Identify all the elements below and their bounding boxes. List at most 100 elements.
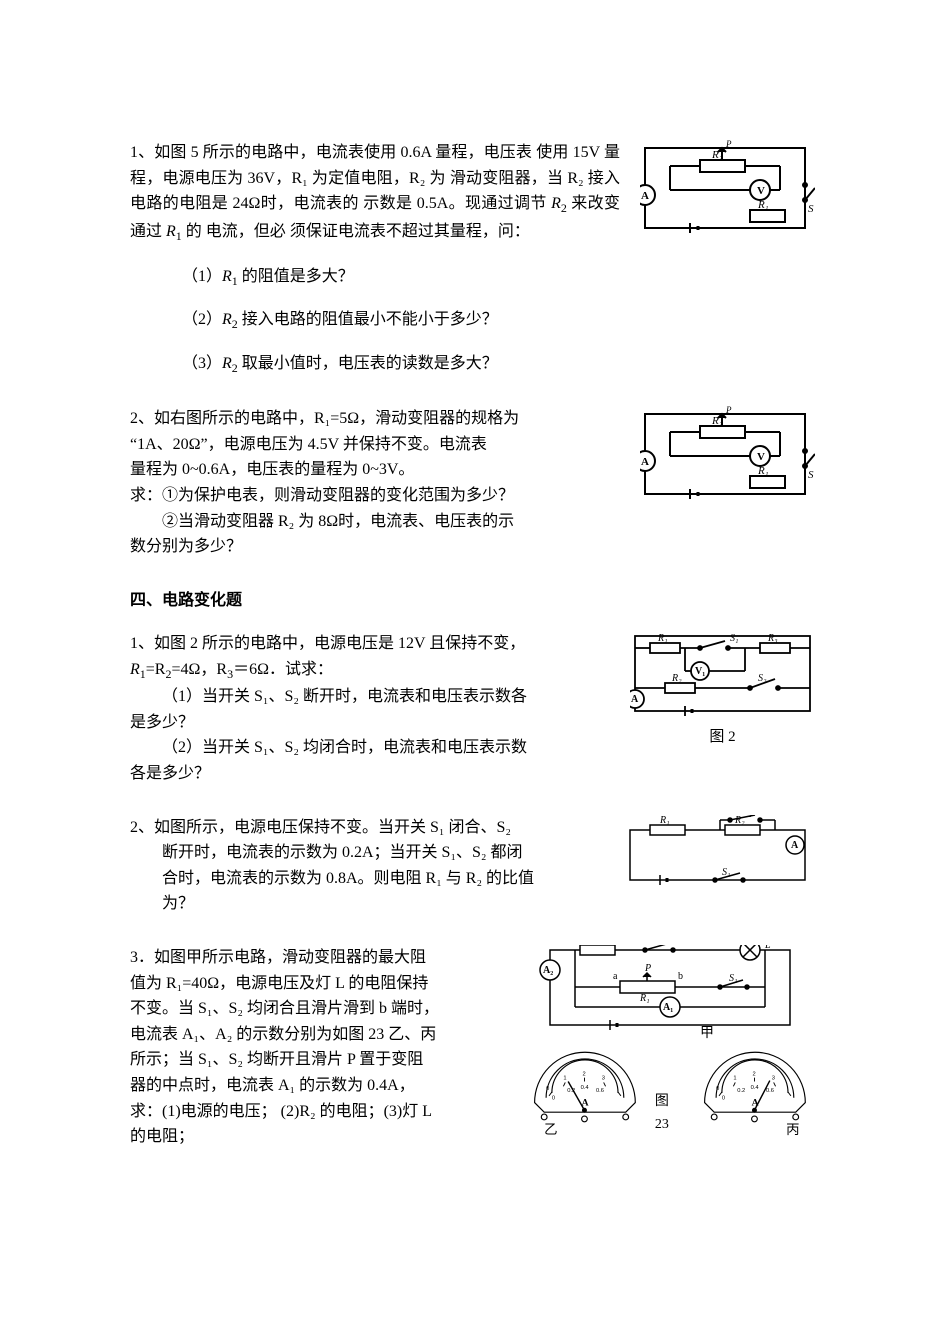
svg-text:1: 1	[563, 1076, 566, 1082]
after: 取最小值时，电压表的读数是多大？	[238, 355, 498, 372]
problem-4-2: R₁ R₂ S₂ S₁ A 2、如图所示，电源电压保持不变。当开关 S₁ 闭合、…	[130, 815, 815, 917]
problem-1-q1: （1）R1 的阻值是多大？	[130, 264, 815, 291]
line: 为？	[130, 895, 194, 912]
svg-text:R₂: R₂	[671, 673, 682, 684]
svg-text:S₂: S₂	[758, 673, 767, 684]
svg-text:R₁: R₁	[757, 465, 769, 477]
q1b: 是多少？	[130, 714, 194, 731]
svg-text:A: A	[582, 1097, 589, 1108]
q2b: 各是多少？	[130, 765, 210, 782]
line: 求：①为保护电表，则滑动变阻器的变化范围为多少？	[130, 487, 514, 504]
mid: =R	[146, 661, 166, 678]
line: 求：(1)电源的电压； (2)R₂ 的电阻；(3)灯 L	[130, 1103, 432, 1120]
svg-text:0: 0	[552, 1096, 555, 1102]
svg-text:R₂: R₂	[711, 415, 723, 427]
svg-text:A₂: A₂	[543, 965, 553, 976]
problem-1-q3: （3）R2 取最小值时，电压表的读数是多大？	[130, 351, 815, 378]
line: 1、如图 2 所示的电路中，电源电压是 12V 且保持不变，	[130, 635, 525, 652]
svg-text:0: 0	[716, 1086, 719, 1092]
circuit-diagram-1: R₂ V A R₁ S P	[640, 140, 815, 240]
svg-text:P: P	[725, 406, 732, 415]
circuit-diagram-4-3: R₂ S₂ L A₂ a P b R₁ S₁ A₁ 甲	[525, 945, 815, 1040]
line: ②当滑动变阻器 R₂ 为 8Ω时，电流表、电压表的示	[130, 513, 514, 530]
svg-text:0: 0	[546, 1086, 549, 1092]
after: 接入电路的阻值最小不能小于多少？	[238, 311, 498, 328]
svg-text:2: 2	[583, 1072, 586, 1078]
svg-text:S₁: S₁	[722, 867, 730, 878]
svg-text:S: S	[808, 203, 814, 215]
line: 示数是 0.5A。现通过调节	[363, 195, 551, 212]
svg-text:A: A	[631, 694, 639, 705]
problem-4-3: R₂ S₂ L A₂ a P b R₁ S₁ A₁ 甲	[130, 945, 815, 1150]
svg-text:R₁: R₁	[639, 993, 650, 1004]
svg-text:0.2: 0.2	[737, 1088, 745, 1094]
caption-jia: 甲	[700, 1026, 714, 1040]
svg-text:3: 3	[772, 1076, 775, 1082]
var: R	[222, 311, 232, 328]
caption-tu23: 图 23	[655, 1091, 685, 1138]
var-R1: R	[166, 223, 176, 240]
line: 量程为 0~0.6A，电压表的量程为 0~3V。	[130, 461, 414, 478]
line: 3．如图甲所示电路，滑动变阻器的最大阻	[130, 949, 426, 966]
svg-text:R₂: R₂	[711, 149, 723, 161]
line: 不变。当 S₁、S₂ 均闭合且滑片滑到 b 端时，	[130, 1000, 439, 1017]
mid: ＝6Ω．试求：	[233, 661, 333, 678]
var: R	[222, 268, 232, 285]
caption-bing: 丙	[786, 1122, 799, 1137]
svg-text:A: A	[641, 456, 649, 468]
svg-text:R₂: R₂	[587, 945, 598, 946]
ammeter-bing: 0123 00.20.40.6 A 丙	[695, 1048, 815, 1138]
svg-text:A₁: A₁	[663, 1002, 673, 1013]
svg-text:A: A	[752, 1097, 759, 1108]
line: 1、如图 5 所示的电路中，电流表使用 0.6A 量程，电压表	[130, 144, 532, 161]
q2: （2）当开关 S₁、S₂ 均闭合时，电流表和电压表示数	[130, 739, 527, 756]
svg-text:A: A	[641, 190, 649, 202]
svg-text:S₂: S₂	[743, 815, 752, 818]
svg-text:V: V	[757, 185, 765, 197]
line: 值为 R₁=40Ω，电源电压及灯 L 的电阻保持	[130, 975, 428, 992]
svg-text:P: P	[644, 963, 651, 974]
svg-text:R₁: R₁	[757, 199, 769, 211]
svg-text:S₁: S₁	[729, 973, 737, 984]
ammeter-yi: 0 1 2 3 0 0.2 0.4 0.6 A 乙	[525, 1048, 645, 1138]
svg-text:a: a	[613, 971, 618, 982]
svg-text:1: 1	[733, 1076, 736, 1082]
svg-text:0.4: 0.4	[581, 1085, 590, 1091]
line: 2、如右图所示的电路中，R₁=5Ω，滑动变阻器的规格为	[130, 410, 519, 427]
problem-2: R₂ V A R₁ S P 2、如右图所示的电路中，R₁=5Ω，滑动变阻器的规格…	[130, 406, 815, 560]
svg-text:S: S	[808, 469, 814, 481]
caption-fig2: 图 2	[630, 725, 815, 749]
circuit-and-meters: R₂ S₂ L A₂ a P b R₁ S₁ A₁ 甲	[525, 945, 815, 1138]
line: 电流表 A₁、A₂ 的示数分别为如图 23 乙、丙	[130, 1026, 436, 1043]
prefix: （3）	[182, 355, 222, 372]
svg-text:R₁: R₁	[659, 815, 670, 826]
section-4-title: 四、电路变化题	[130, 588, 815, 614]
svg-text:0.6: 0.6	[596, 1088, 604, 1094]
line: “1A、20Ω”，电源电压为 4.5V 并保持不变。电流表	[130, 436, 487, 453]
line: 断开时，电流表的示数为 0.2A；当开关 S₁、S₂ 都闭	[130, 844, 523, 861]
var-R2: R	[551, 195, 561, 212]
svg-text:R₁: R₁	[657, 633, 668, 644]
svg-text:3: 3	[602, 1076, 605, 1082]
circuit-diagram-2: R₂ V A R₁ S P	[640, 406, 815, 506]
line: 所示；当 S₁、S₂ 均断开且滑片 P 置于变阻	[130, 1051, 423, 1068]
line: 合时，电流表的示数为 0.8A。则电阻 R₁ 与 R₂ 的比值	[130, 870, 534, 887]
line: 的 电流，但必	[182, 223, 286, 240]
circuit-diagram-4-1: R₁ S₁ R₃ V₁ R₂ S₂ A 图 2	[630, 631, 815, 749]
svg-text:V₁: V₁	[695, 666, 705, 677]
var: R	[130, 661, 140, 678]
prefix: （1）	[182, 268, 222, 285]
svg-text:S₁: S₁	[730, 633, 738, 644]
svg-text:2: 2	[753, 1072, 756, 1078]
svg-text:V: V	[757, 451, 765, 463]
svg-text:0.2: 0.2	[567, 1088, 575, 1094]
line: 器的中点时，电流表 A₁ 的示数为 0.4A，	[130, 1077, 415, 1094]
line: 的电阻；	[130, 1128, 194, 1145]
svg-text:P: P	[725, 140, 732, 149]
q1: （1）当开关 S₁、S₂ 断开时，电流表和电压表示数各	[130, 688, 527, 705]
caption-yi: 乙	[544, 1122, 557, 1137]
mid: =4Ω，R	[171, 661, 227, 678]
prefix: （2）	[182, 311, 222, 328]
var: R	[222, 355, 232, 372]
svg-text:A: A	[791, 840, 799, 851]
